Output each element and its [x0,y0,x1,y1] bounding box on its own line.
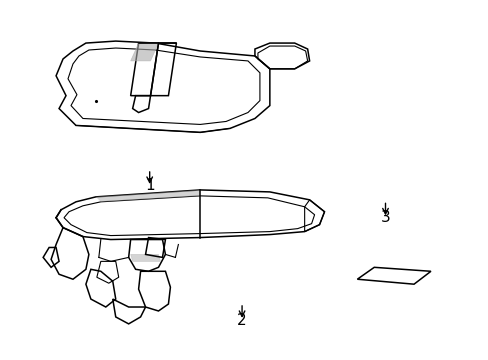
Text: 2: 2 [237,313,246,328]
Text: 3: 3 [380,210,389,225]
Polygon shape [130,43,158,61]
Polygon shape [96,190,200,202]
Polygon shape [130,255,160,261]
Text: 1: 1 [144,177,154,193]
